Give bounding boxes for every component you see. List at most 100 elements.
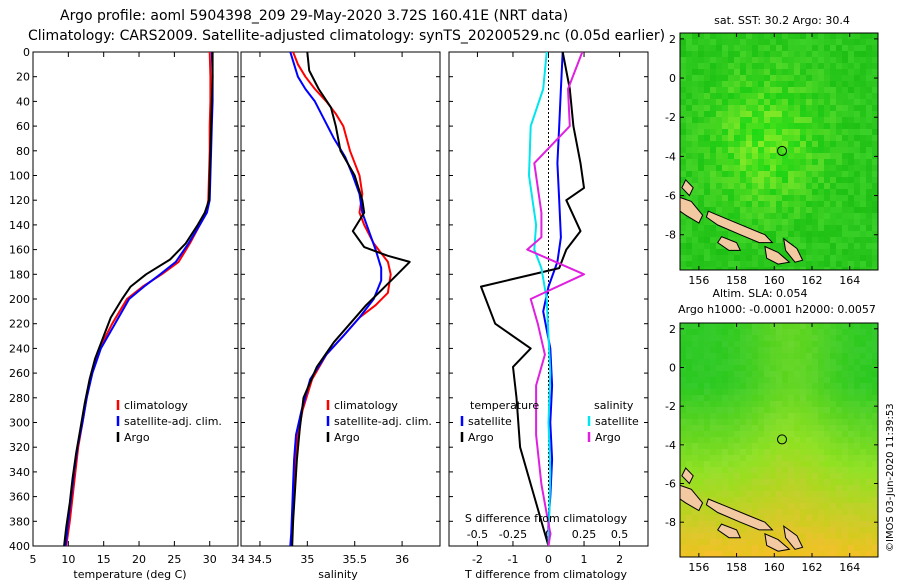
map-cell <box>782 69 788 75</box>
map-cell <box>806 413 812 419</box>
map-cell <box>782 437 788 443</box>
map-cell <box>872 243 878 249</box>
map-cell <box>740 473 746 479</box>
map-cell <box>710 117 716 123</box>
map-cell <box>680 243 686 249</box>
map-cell <box>710 69 716 75</box>
map-cell <box>872 425 878 431</box>
map-cell <box>806 443 812 449</box>
map-cell <box>854 195 860 201</box>
map-cell <box>680 237 686 243</box>
map-cell <box>836 551 842 557</box>
map-cell <box>704 431 710 437</box>
map-cell <box>704 485 710 491</box>
map-cell <box>872 219 878 225</box>
map-cell <box>788 141 794 147</box>
map-cell <box>716 545 722 551</box>
map-cell <box>734 261 740 267</box>
map-cell <box>860 503 866 509</box>
map-cell <box>848 551 854 557</box>
map-cell <box>848 183 854 189</box>
map-cell <box>848 135 854 141</box>
map-cell <box>704 159 710 165</box>
map-cell <box>770 129 776 135</box>
map-cell <box>806 39 812 45</box>
map-cell <box>734 111 740 117</box>
map-cell <box>698 261 704 267</box>
map-cell <box>782 183 788 189</box>
map-cell <box>758 81 764 87</box>
map-cell <box>854 177 860 183</box>
map-cell <box>758 195 764 201</box>
map-cell <box>800 497 806 503</box>
map-cell <box>812 347 818 353</box>
map-cell <box>806 533 812 539</box>
map-cell <box>800 129 806 135</box>
map-cell <box>800 353 806 359</box>
map-cell <box>854 383 860 389</box>
map-cell <box>764 33 770 39</box>
map-cell <box>848 335 854 341</box>
map-cell <box>746 449 752 455</box>
map-cell <box>728 353 734 359</box>
map-cell <box>800 159 806 165</box>
map-cell <box>812 341 818 347</box>
map-cell <box>734 39 740 45</box>
map-cell <box>686 243 692 249</box>
map-cell <box>716 183 722 189</box>
map-cell <box>710 33 716 39</box>
map-cell <box>692 335 698 341</box>
map-cell <box>806 111 812 117</box>
map-cell <box>758 341 764 347</box>
map-cell <box>680 437 686 443</box>
map-cell <box>722 195 728 201</box>
map-cell <box>758 123 764 129</box>
map-cell <box>824 159 830 165</box>
map-cell <box>824 267 830 270</box>
map-cell <box>854 335 860 341</box>
map-cell <box>800 237 806 243</box>
map-cell <box>818 141 824 147</box>
map-cell <box>824 243 830 249</box>
map-cell <box>746 497 752 503</box>
map-cell <box>740 69 746 75</box>
map-cell <box>794 401 800 407</box>
map-cell <box>698 195 704 201</box>
map-cell <box>782 341 788 347</box>
map-cell <box>860 473 866 479</box>
map-cell <box>872 63 878 69</box>
map-cell <box>806 365 812 371</box>
map-cell <box>692 407 698 413</box>
map-cell <box>680 413 686 419</box>
island <box>717 236 742 251</box>
series-line-s-argo <box>526 52 585 546</box>
map-cell <box>764 449 770 455</box>
map-cell <box>734 141 740 147</box>
map-cell <box>746 335 752 341</box>
map-cell <box>734 461 740 467</box>
map-cell <box>854 419 860 425</box>
map-cell <box>824 509 830 515</box>
map-cell <box>692 539 698 545</box>
map-cell <box>710 153 716 159</box>
map-cell <box>788 165 794 171</box>
map-cell <box>698 153 704 159</box>
map-cell <box>782 455 788 461</box>
map-cell <box>800 515 806 521</box>
map-cell <box>746 63 752 69</box>
map-cell <box>734 99 740 105</box>
x-tick-label: -1 <box>507 553 518 566</box>
map-cell <box>758 371 764 377</box>
map-cell <box>866 231 872 237</box>
map-cell <box>722 69 728 75</box>
map-cell <box>836 165 842 171</box>
map-cell <box>776 473 782 479</box>
map-cell <box>758 389 764 395</box>
map-cell <box>842 153 848 159</box>
map-cell <box>782 153 788 159</box>
map-cell <box>782 323 788 329</box>
map-cell <box>800 111 806 117</box>
map-cell <box>764 63 770 69</box>
map-cell <box>776 201 782 207</box>
map-cell <box>776 503 782 509</box>
